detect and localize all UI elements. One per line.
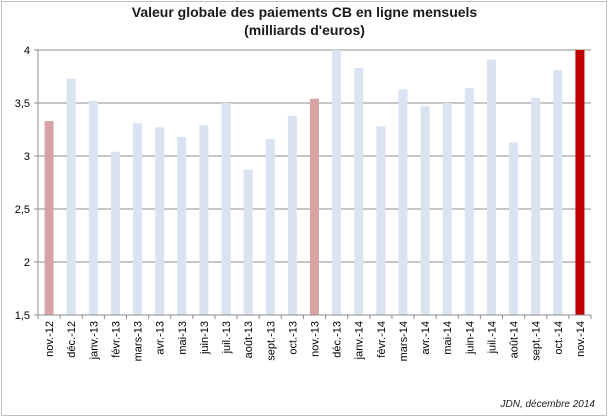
y-tick-label: 1,5 xyxy=(15,310,30,322)
x-tick-label: oct.-14 xyxy=(553,321,565,355)
bar xyxy=(177,136,187,315)
bar xyxy=(221,103,231,315)
bar xyxy=(464,88,474,315)
chart-title: Valeur globale des paiements CB en ligne… xyxy=(131,4,478,20)
x-tick-label: déc.-13 xyxy=(332,321,344,358)
x-tick-label: déc.-12 xyxy=(66,321,78,358)
x-tick-label: mars-14 xyxy=(398,321,410,361)
bar xyxy=(265,139,275,315)
bar xyxy=(486,59,496,315)
x-tick-label: mai-13 xyxy=(177,321,189,355)
bar xyxy=(110,151,120,315)
bar xyxy=(66,78,76,316)
y-tick-label: 2 xyxy=(24,257,30,269)
bar xyxy=(575,50,585,315)
x-tick-label: oct.-13 xyxy=(287,321,299,355)
y-tick-label: 3 xyxy=(24,151,30,163)
y-tick-labels: 1,5 2 2,5 3 3,5 4 xyxy=(15,45,30,322)
x-tick-label: mars-13 xyxy=(133,321,145,361)
x-tick-label: juin-14 xyxy=(464,321,476,355)
source-note: JDN, décembre 2014 xyxy=(500,399,596,410)
x-tick-label: juin-13 xyxy=(199,321,211,355)
bar xyxy=(442,103,452,315)
x-tick-label: sept.-13 xyxy=(265,321,277,361)
bar xyxy=(199,125,209,315)
x-tick-label: sept.-14 xyxy=(531,321,543,361)
chart-subtitle: (milliards d'euros) xyxy=(244,22,365,38)
x-tick-label: juil.-13 xyxy=(221,321,233,354)
bar xyxy=(553,70,563,315)
bar xyxy=(88,100,98,315)
bar xyxy=(398,89,408,315)
x-tick-label: août-13 xyxy=(243,321,255,358)
x-tick-labels: nov.-12 déc.-12 janv.-13 févr.-13 mars-13 avr… xyxy=(44,321,587,361)
x-tick-label: juil.-14 xyxy=(486,321,498,354)
bar xyxy=(531,97,541,315)
bar xyxy=(155,127,165,315)
y-tick-label: 4 xyxy=(24,45,30,57)
bar xyxy=(376,126,386,315)
x-tick-label: août-14 xyxy=(509,321,521,358)
x-tick-label: avr.-13 xyxy=(155,321,167,355)
y-tick-label: 2,5 xyxy=(15,204,30,216)
bar xyxy=(332,50,342,315)
axes xyxy=(34,49,592,319)
x-tick-label: nov.-12 xyxy=(44,321,56,357)
x-tick-label: janv.-14 xyxy=(354,321,366,360)
x-tick-label: févr.-13 xyxy=(110,321,122,358)
bar xyxy=(133,123,143,315)
bar xyxy=(310,98,319,315)
bar xyxy=(354,68,364,316)
x-tick-label: mai-14 xyxy=(442,321,454,355)
x-tick-label: avr.-14 xyxy=(420,321,432,355)
x-tick-label: janv.-13 xyxy=(88,321,100,360)
x-tick-label: nov.-14 xyxy=(575,321,587,357)
x-tick-label: nov.-13 xyxy=(310,321,322,357)
bars xyxy=(44,50,585,316)
chart-title-block: Valeur globale des paiements CB en ligne… xyxy=(0,3,609,39)
y-tick-label: 3,5 xyxy=(15,98,30,110)
bar xyxy=(420,106,430,316)
bar xyxy=(287,115,297,315)
bar xyxy=(44,121,54,316)
bar xyxy=(509,142,519,315)
x-tick-label: févr.-14 xyxy=(376,321,388,358)
bar xyxy=(243,169,253,315)
